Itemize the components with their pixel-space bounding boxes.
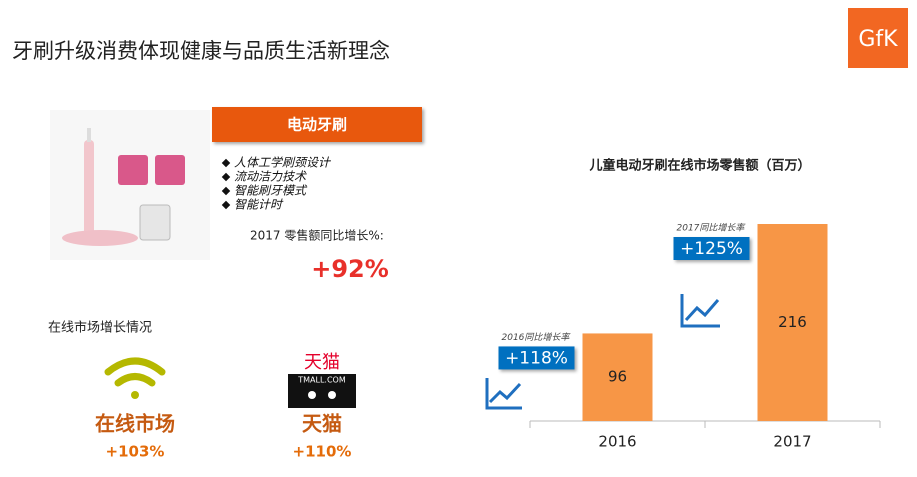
feature: 智能计时 xyxy=(234,198,284,212)
online-title: 在线市场增长情况 xyxy=(48,320,152,336)
annotation-value: +118% xyxy=(505,348,568,368)
annotation-label: 2016同比增长率 xyxy=(502,332,572,343)
bullet xyxy=(221,200,231,210)
channel-name: 在线市场 xyxy=(95,412,175,436)
annotation-box xyxy=(498,346,575,370)
channel-name: 天猫 xyxy=(302,412,342,436)
growth-value: +92% xyxy=(311,255,389,283)
tmall-logo-sub: TMALL.COM xyxy=(297,376,346,385)
feature: 流动洁力技术 xyxy=(234,170,307,184)
bullet xyxy=(221,172,231,182)
chart-title: 儿童电动牙刷在线市场零售额（百万） xyxy=(588,158,810,174)
annotation-box xyxy=(673,237,750,260)
wifi-icon xyxy=(104,357,166,399)
bullet xyxy=(221,186,231,196)
bar xyxy=(757,224,828,421)
feature: 智能刷牙模式 xyxy=(234,184,308,198)
annotation-label: 2017同比增长率 xyxy=(677,223,747,234)
slide-title: 牙刷升级消费体现健康与品质生活新理念 xyxy=(12,39,390,63)
value-label: 216 xyxy=(778,313,807,331)
trend-icon xyxy=(485,378,522,410)
bullet xyxy=(221,158,231,168)
x-tick-label: 2016 xyxy=(598,433,636,451)
banner-text: 电动牙刷 xyxy=(287,116,347,134)
value-label: 96 xyxy=(608,368,627,386)
growth-label: 2017 零售额同比增长%: xyxy=(250,228,384,243)
trend-icon xyxy=(680,294,720,328)
logo: GfK xyxy=(858,27,898,52)
tmall-logo-text: 天猫 xyxy=(304,352,340,373)
x-tick-label: 2017 xyxy=(773,433,811,451)
logo-box xyxy=(848,8,908,68)
bar xyxy=(582,333,653,421)
annotation-value: +125% xyxy=(680,239,743,259)
tmall-logo: 天猫 TMALL.COM xyxy=(288,352,356,408)
product-image xyxy=(50,110,210,260)
channel-growth: +110% xyxy=(293,443,352,461)
banner xyxy=(212,107,422,142)
feature: 人体工学刷颈设计 xyxy=(234,156,332,170)
channel-growth: +103% xyxy=(106,443,165,461)
